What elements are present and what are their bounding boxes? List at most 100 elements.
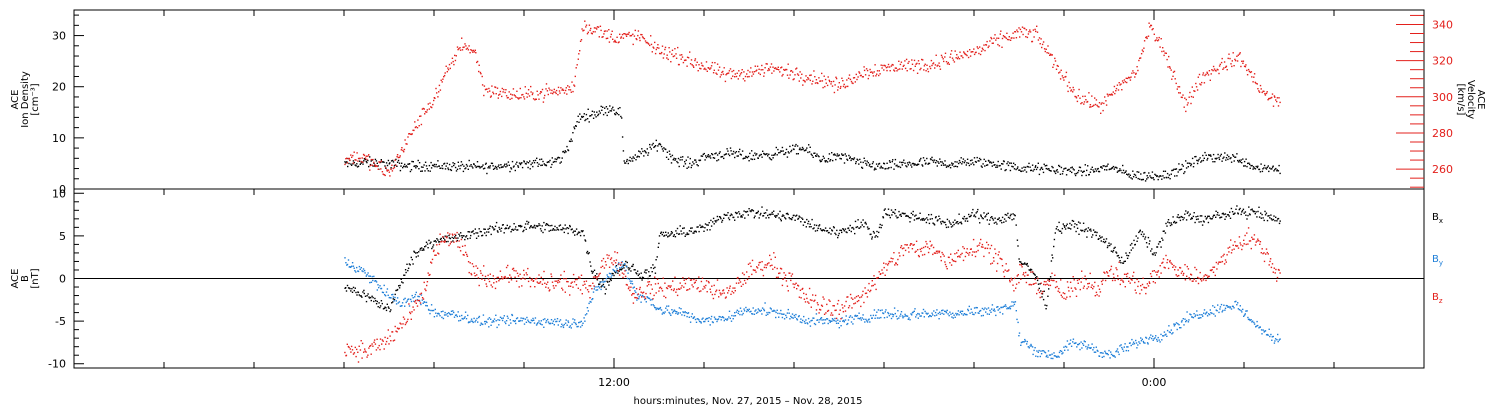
data-point [1031,164,1034,166]
data-point [715,318,717,320]
data-point [1094,168,1097,170]
data-point [903,315,905,318]
data-point [639,294,641,296]
data-point [453,164,455,167]
data-point [638,156,640,158]
data-point [721,156,723,158]
data-point [1027,166,1029,168]
data-point [843,319,845,322]
data-point [695,279,697,282]
data-point [1081,102,1083,104]
series-right-points [344,20,1281,177]
data-point [799,216,801,218]
data-point [748,75,750,78]
data-point [1269,335,1271,338]
data-point [761,261,763,263]
data-point [969,312,971,314]
data-point [1056,169,1058,171]
data-point [429,170,431,172]
data-point [693,316,696,318]
data-point [558,157,561,159]
data-point [472,321,474,324]
data-point [556,227,558,229]
data-point [542,279,544,281]
data-point [346,284,349,287]
data-point [801,146,804,149]
data-point [468,271,470,274]
data-point [521,285,523,287]
data-point [1065,167,1067,169]
data-point [989,161,992,163]
data-point [646,41,648,44]
data-point [584,239,586,241]
data-point [595,276,597,278]
data-point [901,161,903,164]
data-point [899,161,901,163]
data-point [1107,95,1109,97]
data-point [348,346,350,349]
data-point [690,279,693,281]
data-point [1243,212,1245,214]
data-point [1184,318,1186,320]
data-point [485,283,487,285]
data-point [354,164,356,166]
data-point [1013,37,1015,39]
data-point [1261,213,1263,216]
data-point [841,154,844,156]
data-point [857,76,859,78]
data-point [1136,347,1138,349]
data-point [1242,308,1244,311]
data-point [625,35,628,37]
data-point [351,288,353,290]
data-point [767,155,769,157]
data-point [1024,169,1026,171]
data-point [375,160,378,162]
data-point [857,159,859,161]
data-point [1148,22,1150,24]
data-point [885,167,887,170]
data-point [775,316,777,319]
data-point [641,294,644,297]
data-point [1016,167,1019,170]
data-point [665,148,667,151]
data-point [725,153,727,155]
data-point [579,326,582,328]
data-point [456,239,458,242]
data-point [723,157,725,160]
data-point [660,287,663,290]
data-point [1120,256,1123,259]
data-point [714,220,716,222]
data-point [415,126,417,128]
data-point [378,161,380,163]
data-point [1045,308,1047,310]
data-point [364,158,366,161]
data-point [404,166,406,168]
data-point [1234,212,1236,214]
data-point [570,91,572,93]
data-point [944,56,946,58]
data-point [864,221,867,224]
data-point [393,298,396,301]
data-point [716,73,718,75]
data-point [1268,328,1270,330]
data-point [644,297,647,300]
data-point [745,306,747,309]
data-point [470,272,472,275]
data-point [949,167,952,169]
data-point [598,283,600,285]
data-point [370,299,372,302]
data-point [1140,173,1142,175]
data-point [602,283,605,286]
data-point [538,98,540,100]
data-point [518,162,521,164]
data-point [1132,170,1134,172]
data-point [638,37,641,39]
data-point [601,109,603,111]
data-point [1068,343,1070,345]
data-point [807,222,809,225]
data-point [928,162,931,165]
data-point [654,41,656,44]
data-point [406,300,408,302]
data-point [582,322,584,324]
data-point [454,233,456,236]
